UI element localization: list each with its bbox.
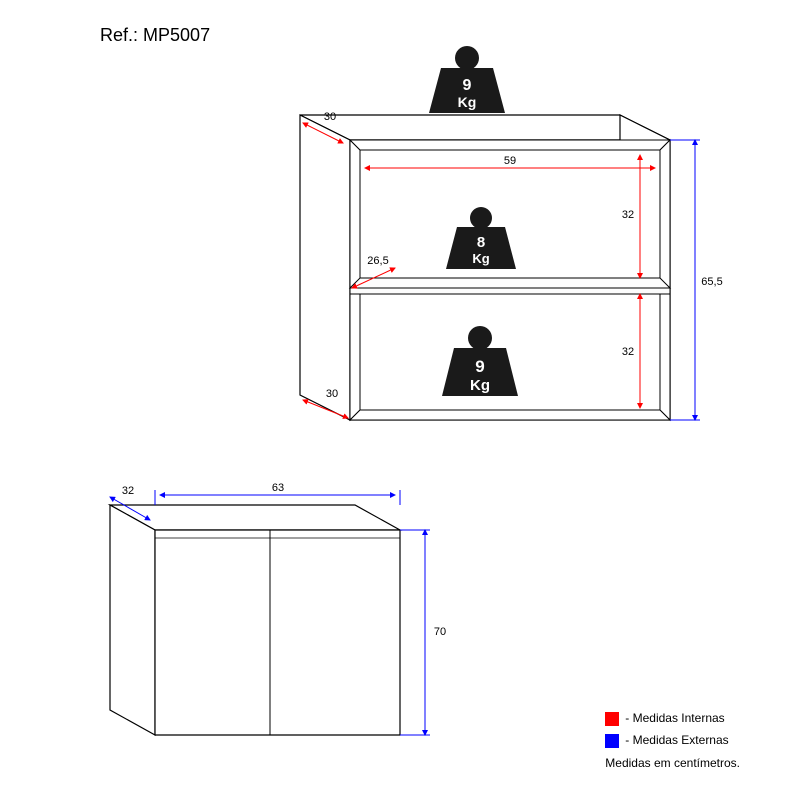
legend-external-text: - Medidas Externas: [625, 730, 728, 752]
legend-box-red: [605, 712, 619, 726]
legend-box-blue: [605, 734, 619, 748]
dim-top-depth: 30: [324, 111, 336, 123]
legend-external: - Medidas Externas: [605, 730, 740, 752]
dim-lower-h: 32: [622, 346, 634, 358]
weight-value-mid: 8: [477, 234, 485, 251]
weight-unit-bot: Kg: [470, 377, 490, 394]
dim-shelf-depth: 26,5: [367, 255, 388, 267]
dim-closed-height: 70: [434, 626, 446, 638]
weight-icon-top: 9 Kg: [429, 46, 505, 113]
weight-value-top: 9: [463, 77, 472, 94]
legend-footnote: Medidas em centímetros.: [605, 753, 740, 775]
dim-bottom-depth: 30: [326, 388, 338, 400]
dim-closed-width: 63: [272, 482, 284, 494]
weight-value-bot: 9: [475, 357, 484, 376]
weight-unit-top: Kg: [458, 94, 477, 110]
legend: - Medidas Internas - Medidas Externas Me…: [605, 708, 740, 775]
closed-cabinet: 32 63 70: [110, 482, 446, 735]
legend-internal-text: - Medidas Internas: [625, 708, 724, 730]
open-cabinet: 9 Kg 8 Kg 9 Kg: [300, 46, 723, 420]
legend-internal: - Medidas Internas: [605, 708, 740, 730]
dim-closed-depth: 32: [122, 485, 134, 497]
dim-ext-height-open: 65,5: [701, 276, 722, 288]
technical-drawing: 9 Kg 8 Kg 9 Kg: [0, 0, 800, 800]
dim-inner-width: 59: [504, 155, 516, 167]
dim-upper-h: 32: [622, 209, 634, 221]
weight-unit-mid: Kg: [472, 251, 489, 266]
